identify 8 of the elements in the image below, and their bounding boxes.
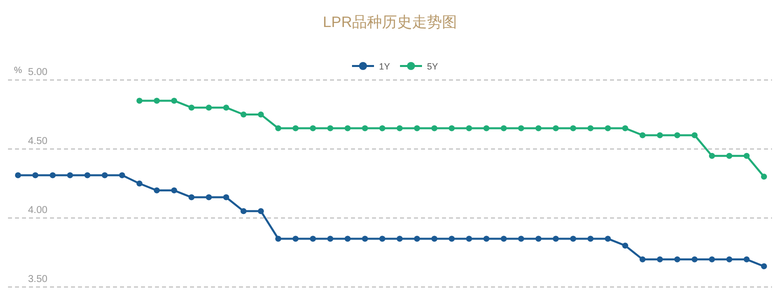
y-tick-label: 3.50 [28, 274, 48, 285]
legend-label: 5Y [427, 62, 438, 72]
y-tick-label: 5.00 [28, 67, 48, 78]
chart-title: LPR品种历史走势图 [322, 14, 458, 31]
y-axis-title: % [14, 65, 22, 75]
y-tick-label: 4.50 [28, 136, 48, 147]
y-tick-label: 4.00 [28, 205, 48, 216]
legend-label: 1Y [379, 62, 390, 72]
